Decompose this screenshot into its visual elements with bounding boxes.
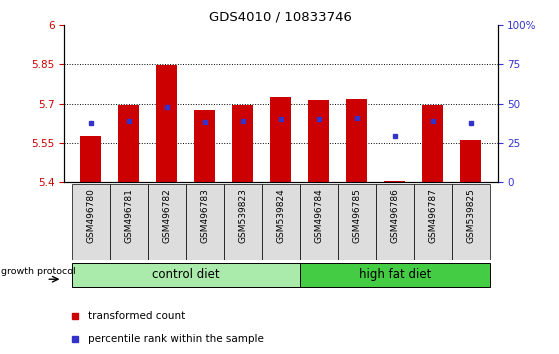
Bar: [376, 184, 414, 260]
Text: GSM496784: GSM496784: [314, 188, 324, 242]
Text: GSM539823: GSM539823: [238, 188, 248, 243]
Text: percentile rank within the sample: percentile rank within the sample: [88, 334, 264, 344]
Text: GSM539825: GSM539825: [466, 188, 475, 243]
Text: GSM496787: GSM496787: [428, 188, 437, 243]
Text: GSM496781: GSM496781: [125, 188, 134, 243]
Text: GSM539824: GSM539824: [276, 188, 286, 242]
Text: control diet: control diet: [152, 268, 220, 281]
Bar: [233, 105, 253, 182]
Text: GSM496783: GSM496783: [200, 188, 210, 243]
Text: transformed count: transformed count: [88, 311, 186, 321]
Bar: [300, 263, 490, 287]
Bar: [414, 184, 452, 260]
Bar: [300, 184, 338, 260]
Bar: [224, 184, 262, 260]
Bar: [80, 136, 101, 182]
Text: GSM496785: GSM496785: [352, 188, 362, 243]
Bar: [148, 184, 186, 260]
Bar: [186, 184, 224, 260]
Text: high fat diet: high fat diet: [359, 268, 431, 281]
Bar: [461, 140, 481, 182]
Bar: [262, 184, 300, 260]
Bar: [271, 97, 291, 182]
Bar: [338, 184, 376, 260]
Text: GSM496786: GSM496786: [390, 188, 399, 243]
Bar: [423, 105, 443, 182]
Text: GSM496780: GSM496780: [87, 188, 96, 243]
Bar: [452, 184, 490, 260]
Bar: [195, 110, 215, 182]
Bar: [110, 184, 148, 260]
Text: growth protocol: growth protocol: [1, 267, 76, 276]
Bar: [157, 65, 177, 182]
Bar: [119, 105, 139, 182]
Title: GDS4010 / 10833746: GDS4010 / 10833746: [210, 11, 352, 24]
Bar: [309, 99, 329, 182]
Text: GSM496782: GSM496782: [163, 188, 172, 242]
Bar: [72, 184, 110, 260]
Bar: [347, 99, 367, 182]
Bar: [385, 181, 405, 182]
Bar: [72, 263, 300, 287]
